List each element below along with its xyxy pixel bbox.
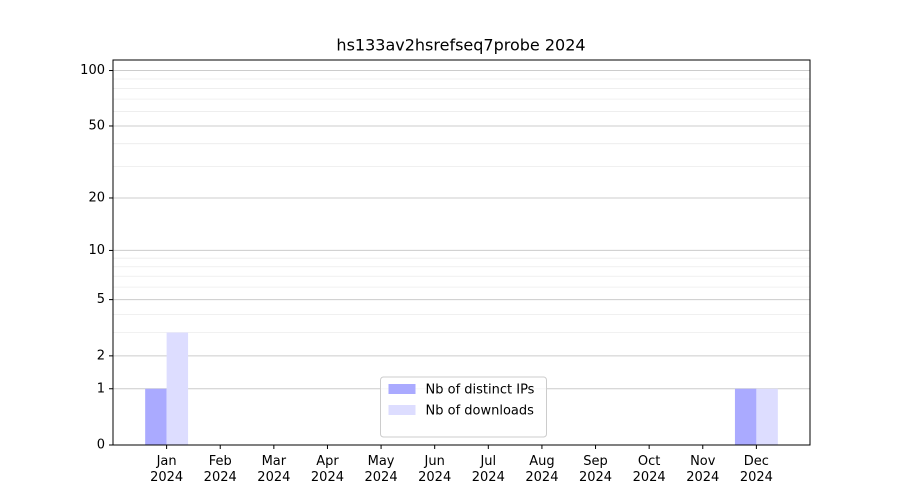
bar [734, 388, 757, 445]
y-tick-label: 1 [97, 381, 105, 396]
bar [756, 388, 778, 445]
legend-swatch [388, 384, 416, 394]
y-tick-label: 10 [88, 243, 105, 258]
bar [166, 332, 189, 445]
y-tick-label: 2 [97, 348, 105, 363]
x-tick-label: Mar 2024 [257, 454, 290, 485]
x-tick-label: Aug 2024 [525, 454, 558, 485]
x-tick-label: Nov 2024 [686, 454, 719, 485]
y-tick-label: 5 [97, 292, 105, 307]
legend-swatch [388, 405, 416, 415]
x-tick-label: Apr 2024 [311, 454, 344, 485]
chart-title: hs133av2hsrefseq7probe 2024 [336, 36, 585, 55]
legend-label: Nb of distinct IPs [426, 383, 535, 398]
y-tick-label: 50 [88, 118, 105, 133]
legend: Nb of distinct IPs Nb of downloads [380, 376, 547, 438]
legend-label: Nb of downloads [426, 404, 535, 419]
legend-frame [380, 376, 547, 438]
bar [145, 388, 167, 445]
y-tick-label: 100 [80, 63, 105, 78]
x-tick-label: Jun 2024 [418, 454, 451, 485]
plot-frame [112, 59, 811, 446]
x-tick-label: May 2024 [365, 454, 398, 485]
x-tick-label: Jul 2024 [472, 454, 505, 485]
x-tick-label: Jan 2024 [150, 454, 183, 485]
x-tick-label: Oct 2024 [633, 454, 666, 485]
x-tick-label: Sep 2024 [579, 454, 612, 485]
x-tick-label: Dec 2024 [740, 454, 773, 485]
y-tick-label: 0 [97, 438, 105, 453]
y-tick-label: 20 [88, 190, 105, 205]
x-tick-label: Feb 2024 [204, 454, 237, 485]
